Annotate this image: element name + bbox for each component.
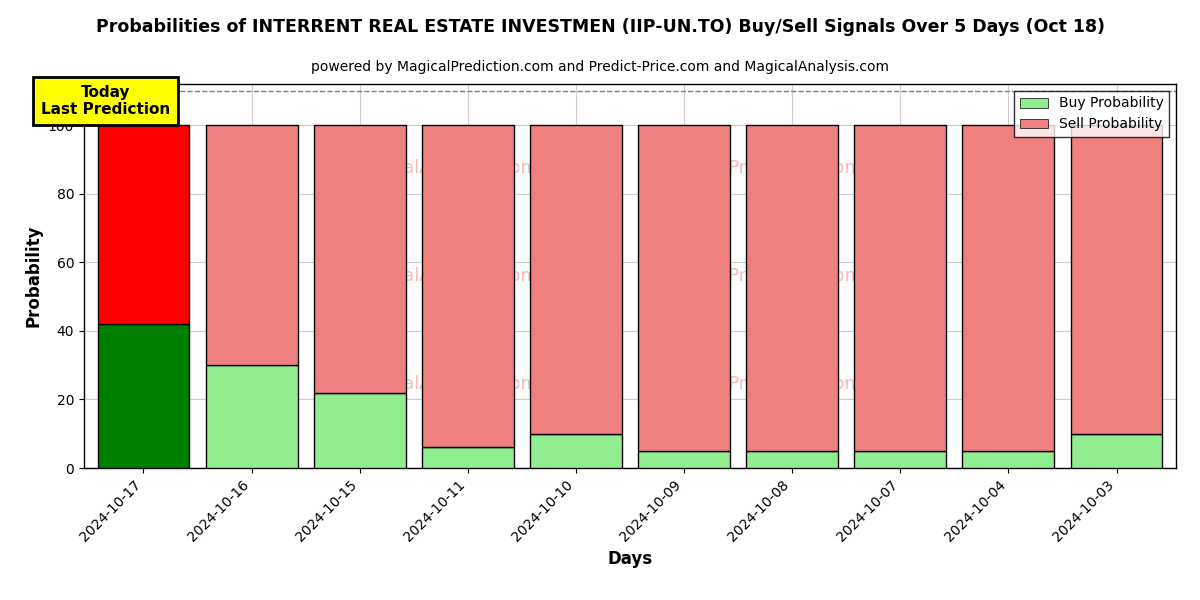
X-axis label: Days: Days [607,550,653,568]
Bar [422,125,514,448]
Bar [97,324,190,468]
Bar [854,125,947,451]
Bar [97,125,190,324]
Bar [962,451,1055,468]
Text: MagicalPrediction.com: MagicalPrediction.com [660,160,863,178]
Y-axis label: Probability: Probability [24,225,42,327]
Text: Today
Last Prediction: Today Last Prediction [41,85,170,118]
Bar [313,392,406,468]
Text: Probabilities of INTERRENT REAL ESTATE INVESTMEN (IIP-UN.TO) Buy/Sell Signals Ov: Probabilities of INTERRENT REAL ESTATE I… [96,18,1104,36]
Bar [313,125,406,392]
Bar [1070,434,1163,468]
Text: MagicalAnalysis.com: MagicalAnalysis.com [350,160,539,178]
Bar [1070,125,1163,434]
Bar [530,434,622,468]
Text: MagicalAnalysis.com: MagicalAnalysis.com [350,374,539,392]
Text: MagicalPrediction.com: MagicalPrediction.com [660,267,863,285]
Bar [530,125,622,434]
Text: MagicalPrediction.com: MagicalPrediction.com [660,374,863,392]
Bar [746,451,838,468]
Bar [422,448,514,468]
Bar [854,451,947,468]
Bar [746,125,838,451]
Text: MagicalAnalysis.com: MagicalAnalysis.com [350,267,539,285]
Bar [638,451,730,468]
Bar [638,125,730,451]
Text: powered by MagicalPrediction.com and Predict-Price.com and MagicalAnalysis.com: powered by MagicalPrediction.com and Pre… [311,60,889,74]
Bar [205,365,298,468]
Bar [962,125,1055,451]
Legend: Buy Probability, Sell Probability: Buy Probability, Sell Probability [1014,91,1169,137]
Bar [205,125,298,365]
